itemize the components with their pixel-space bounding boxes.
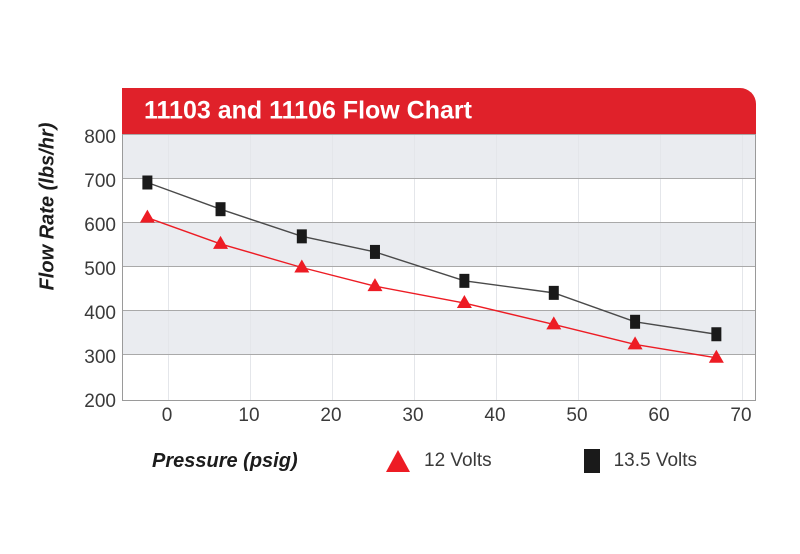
y-tick-400: 400 xyxy=(84,303,116,324)
vgrid-70 xyxy=(742,134,743,400)
chart-title: 11103 and 11106 Flow Chart xyxy=(144,96,472,125)
y-tick-800: 800 xyxy=(84,127,116,148)
data-point xyxy=(367,278,383,292)
y-tick-200: 200 xyxy=(84,391,116,412)
series-line-13-5-volts xyxy=(147,181,717,335)
data-point xyxy=(296,229,307,244)
data-point xyxy=(630,314,641,329)
vgrid-20 xyxy=(332,134,333,400)
y-tick-600: 600 xyxy=(84,215,116,236)
band-600-500 xyxy=(123,222,755,266)
gridline-500 xyxy=(123,266,755,267)
x-axis-title: Pressure (psig) xyxy=(152,449,298,472)
data-point xyxy=(213,235,229,249)
gridline-300 xyxy=(123,354,755,355)
x-tick-70: 70 xyxy=(730,405,752,426)
series-plot xyxy=(139,175,724,363)
vgrid-0 xyxy=(168,134,169,400)
x-tick-50: 50 xyxy=(566,405,588,426)
legend-item-12-volts[interactable]: 12 Volts xyxy=(386,450,492,472)
y-tick-700: 700 xyxy=(84,171,116,192)
vgrid-10 xyxy=(250,134,251,400)
data-point xyxy=(546,316,562,330)
chart-footer: Pressure (psig) 12 Volts 13.5 Volts xyxy=(122,441,756,481)
data-point xyxy=(142,175,153,190)
data-point xyxy=(711,327,722,342)
triangle-marker-icon xyxy=(386,450,410,472)
square-marker-icon xyxy=(583,449,600,473)
x-tick-60: 60 xyxy=(648,405,670,426)
x-tick-0: 0 xyxy=(161,405,173,426)
data-point xyxy=(459,273,470,288)
gridline-800 xyxy=(123,134,755,135)
data-point xyxy=(139,209,155,223)
series-13-5-volts xyxy=(142,175,722,342)
legend-label-13-5-volts: 13.5 Volts xyxy=(613,450,698,471)
plot-area xyxy=(122,134,756,401)
data-point xyxy=(215,202,226,217)
series-12-volts xyxy=(139,209,724,363)
data-point xyxy=(294,259,310,273)
vgrid-30 xyxy=(414,134,415,400)
gridline-700 xyxy=(123,178,755,179)
data-point xyxy=(548,285,559,300)
x-axis-tick-labels: 0 10 20 30 40 50 60 70 xyxy=(122,406,756,432)
y-tick-500: 500 xyxy=(84,259,116,280)
legend-item-13-5-volts[interactable]: 13.5 Volts xyxy=(583,449,698,473)
data-point xyxy=(627,336,643,350)
vgrid-60 xyxy=(660,134,661,400)
data-point xyxy=(369,244,380,259)
y-tick-300: 300 xyxy=(84,347,116,368)
vgrid-50 xyxy=(578,134,579,400)
gridline-400 xyxy=(123,310,755,311)
chart-title-banner: 11103 and 11106 Flow Chart xyxy=(122,88,756,134)
y-axis-tick-labels: 800 700 600 500 400 300 200 xyxy=(60,0,116,554)
vgrid-40 xyxy=(496,134,497,400)
data-point xyxy=(708,349,724,363)
x-tick-10: 10 xyxy=(238,405,260,426)
series-line-12-volts xyxy=(147,217,717,359)
gridline-600 xyxy=(123,222,755,223)
band-800-700 xyxy=(123,134,755,178)
x-tick-30: 30 xyxy=(402,405,424,426)
y-axis-title: Flow Rate (lbs/hr) xyxy=(36,122,59,291)
x-tick-40: 40 xyxy=(484,405,506,426)
x-tick-20: 20 xyxy=(320,405,342,426)
data-point xyxy=(456,295,472,309)
legend-label-12-volts: 12 Volts xyxy=(424,450,492,471)
